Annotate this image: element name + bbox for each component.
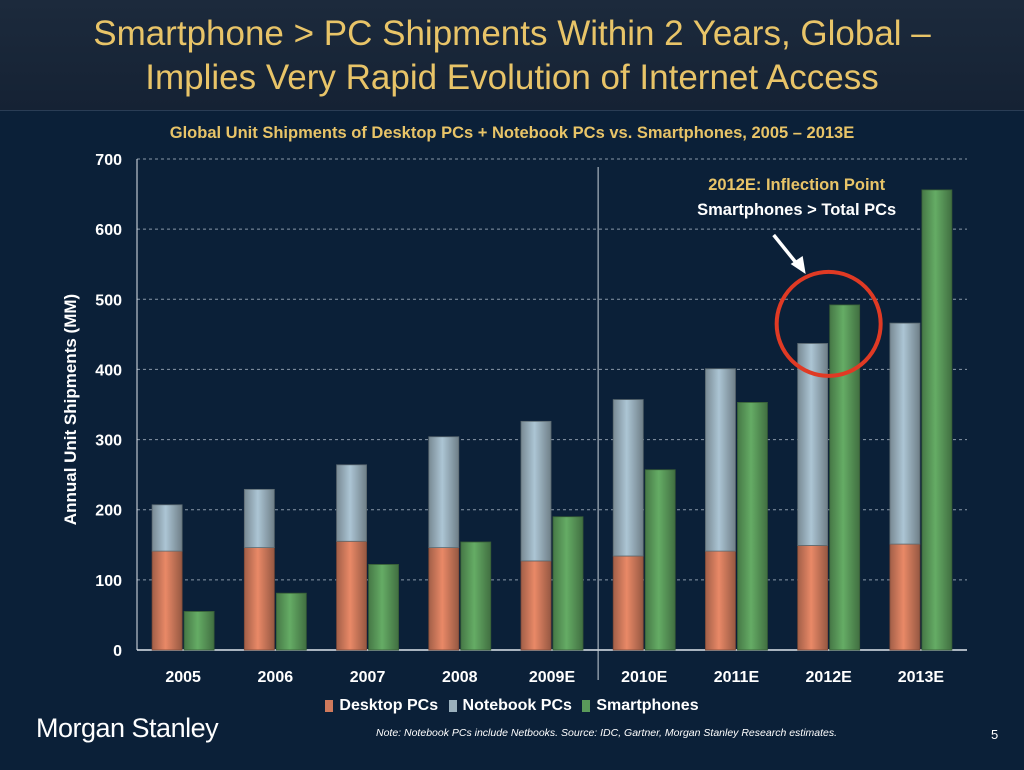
legend-swatch-notebook [448,700,457,712]
bar-desktop-pcs [151,550,183,651]
x-tick-label: 2008 [442,669,478,686]
annotation-arrowhead [790,256,806,274]
bar-notebook-pcs [612,399,644,557]
bar-smartphones [737,401,768,651]
bar-smartphones [368,564,399,651]
legend-swatch-desktop [325,700,334,712]
bar-desktop-pcs [705,550,736,651]
legend-label-smartphones: Smartphones [596,697,699,714]
chart-legend: Desktop PCs Notebook PCs Smartphones [0,697,1024,717]
legend-swatch-smartphones [582,700,591,712]
source-note: Note: Notebook PCs include Netbooks. Sou… [376,727,838,739]
bar-smartphones [552,516,584,651]
y-tick-label: 400 [95,362,122,379]
bar-desktop-pcs [243,547,275,651]
bar-desktop-pcs [428,547,460,651]
bar-notebook-pcs [520,420,552,562]
chart-title: Global Unit Shipments of Desktop PCs + N… [169,124,855,142]
bar-desktop-pcs [520,560,552,651]
y-tick-label: 0 [113,643,122,660]
y-tick-label: 500 [95,292,122,309]
x-tick-label: 2005 [165,669,201,686]
bar-smartphones [921,189,953,651]
slide-header [0,0,1024,111]
bar-notebook-pcs [889,322,921,545]
bar-notebook-pcs [428,436,460,548]
legend-label-desktop: Desktop PCs [339,697,439,714]
x-tick-label: 2009E [529,669,576,686]
bar-notebook-pcs [151,504,183,552]
bar-smartphones [644,469,676,651]
inflection-circle [774,269,883,378]
slide-title-line-1: Smartphone > PC Shipments Within 2 Years… [93,14,931,53]
x-tick-label: 2010E [621,669,668,686]
slide-title-line-2: Implies Very Rapid Evolution of Internet… [145,58,879,97]
brand-logo: Morgan Stanley [36,713,219,743]
bar-notebook-pcs [797,343,829,546]
bar-notebook-pcs [243,488,275,548]
bar-notebook-pcs [336,464,367,542]
y-tick-label: 300 [95,433,122,450]
y-tick-label: 200 [95,503,122,520]
bar-desktop-pcs [612,555,644,651]
bar-smartphones [460,541,492,651]
x-tick-label: 2007 [350,669,386,686]
legend-item-desktop: Desktop PCs [325,697,438,715]
bar-smartphones [829,304,861,651]
x-tick-label: 2011E [714,669,760,686]
y-tick-label: 100 [95,573,122,590]
bar-smartphones [275,592,307,651]
bar-desktop-pcs [889,543,921,651]
y-tick-label: 600 [95,222,122,239]
legend-label-notebook: Notebook PCs [462,697,572,714]
page-number: 5 [991,727,999,742]
annotation-title: 2012E: Inflection Point [708,176,885,194]
slide-title: Smartphone > PC Shipments Within 2 Years… [0,12,1024,100]
bar-notebook-pcs [705,368,736,552]
x-tick-label: 2012E [806,669,853,686]
legend-item-smartphones: Smartphones [582,697,699,715]
bar-chart: 0 100 200 300 400 500 600 700 Annual Unit Shipme… [61,152,967,686]
bar-smartphones [183,611,215,651]
x-tick-label: 2013E [898,669,945,686]
bar-desktop-pcs [797,545,829,651]
y-axis-label: Annual Unit Shipments (MM) [61,294,80,525]
annotation-subtitle: Smartphones > Total PCs [697,201,896,219]
y-tick-label: 700 [95,152,122,169]
x-tick-label: 2006 [258,669,294,686]
legend-item-notebook: Notebook PCs [448,697,572,715]
annotation-arrow [772,233,801,268]
bar-desktop-pcs [336,540,367,651]
